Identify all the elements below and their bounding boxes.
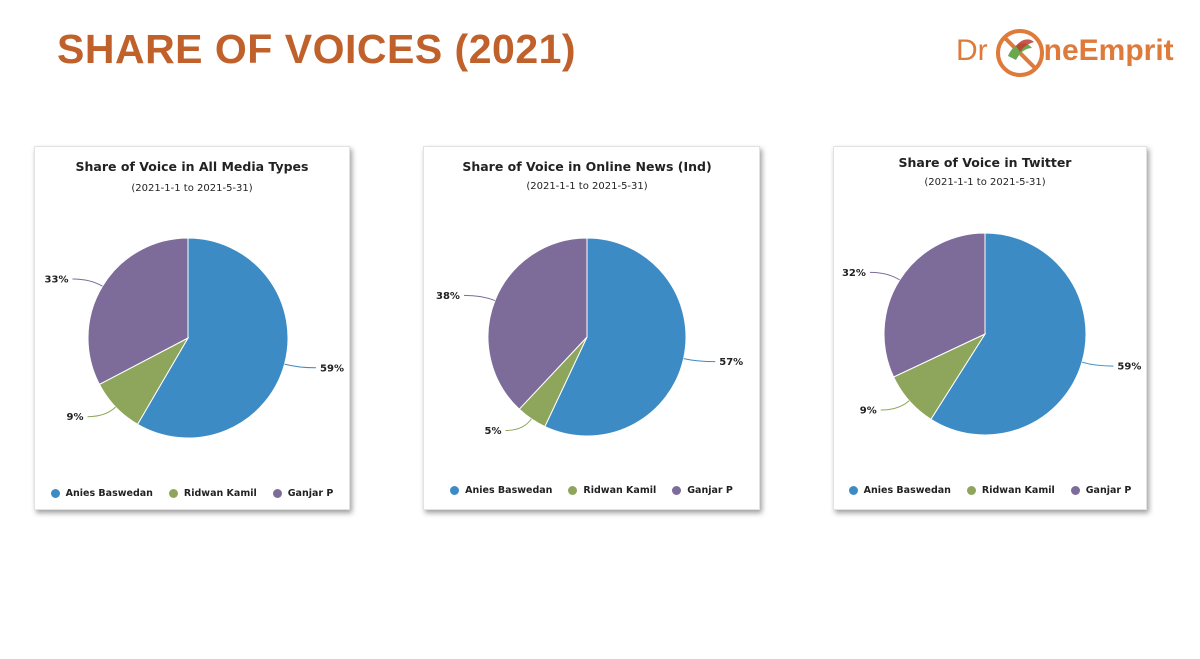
pie-chart-all-media: Share of Voice in All Media Types (2021-…	[45, 159, 344, 439]
pie-data-label: 59%	[1117, 362, 1141, 373]
chart-card-online-news: Share of Voice in Online News (Ind) (202…	[423, 146, 760, 510]
legend-label: Anies Baswedan	[65, 488, 153, 499]
pie-slice-ganjar-p[interactable]	[87, 237, 189, 386]
legend-item-ganjar[interactable]: Ganjar P	[672, 485, 733, 496]
legend-dot-ridwan	[168, 489, 178, 498]
pie-labels: 57% 5% 38%	[436, 291, 743, 437]
legend-dot-ganjar	[272, 489, 282, 498]
chart-legend: Anies Baswedan Ridwan Kamil Ganjar P	[424, 485, 759, 496]
legend-dot-ridwan	[568, 486, 578, 495]
legend-dot-ridwan	[966, 486, 976, 495]
pie-slice-anies-baswedan[interactable]	[136, 237, 289, 439]
legend-label: Ridwan Kamil	[183, 488, 257, 499]
logo-text-prefix: Dr	[956, 34, 988, 67]
pie-data-label: 5%	[484, 426, 501, 437]
pie-slice-ganjar-p[interactable]	[883, 232, 986, 378]
pie-label-connector	[463, 294, 496, 302]
chart-subtitle: (2021-1-1 to 2021-5-31)	[526, 181, 647, 192]
pie-slices	[883, 232, 1087, 436]
legend-item-anies[interactable]: Anies Baswedan	[848, 485, 951, 496]
pie-slice-anies-baswedan[interactable]	[544, 237, 687, 437]
legend-label: Anies Baswedan	[863, 485, 951, 496]
legend-dot-anies	[848, 486, 858, 495]
legend-item-ridwan[interactable]: Ridwan Kamil	[966, 485, 1055, 496]
drone-logo-icon	[996, 29, 1044, 77]
pie-label-connector	[683, 358, 716, 363]
legend-label: Ridwan Kamil	[583, 485, 657, 496]
chart-subtitle: (2021-1-1 to 2021-5-31)	[924, 177, 1045, 188]
pie-data-label: 59%	[320, 363, 344, 374]
pie-slices	[487, 237, 687, 437]
chart-title: Share of Voice in All Media Types	[76, 159, 309, 174]
legend-label: Anies Baswedan	[465, 485, 553, 496]
legend-label: Ganjar P	[687, 485, 733, 496]
drone-emprit-logo: Dr neEmprit	[956, 26, 1174, 80]
chart-legend: Anies Baswedan Ridwan Kamil Ganjar P	[834, 485, 1146, 496]
pie-label-connector	[87, 406, 117, 418]
legend-dot-ganjar	[1070, 486, 1080, 495]
legend-label: Ganjar P	[1085, 485, 1132, 496]
pie-label-connector	[505, 418, 532, 431]
chart-card-twitter: Share of Voice in Twitter (2021-1-1 to 2…	[833, 146, 1147, 510]
pie-data-label: 9%	[67, 412, 84, 423]
legend-dot-anies	[450, 486, 460, 495]
pie-data-label: 57%	[719, 357, 743, 368]
legend-item-anies[interactable]: Anies Baswedan	[50, 488, 153, 499]
pie-slice-ganjar-p[interactable]	[487, 237, 588, 410]
chart-card-all-media: Share of Voice in All Media Types (2021-…	[34, 146, 350, 510]
legend-item-ridwan[interactable]: Ridwan Kamil	[568, 485, 656, 496]
pie-label-connector	[869, 271, 900, 281]
chart-title: Share of Voice in Twitter	[899, 155, 1073, 170]
legend-item-ganjar[interactable]: Ganjar P	[272, 488, 334, 499]
pie-data-label: 38%	[436, 291, 460, 302]
pie-label-connector	[1081, 361, 1114, 367]
pie-data-label: 33%	[45, 274, 69, 285]
pie-chart-online-news: Share of Voice in Online News (Ind) (202…	[436, 159, 743, 437]
legend-item-anies[interactable]: Anies Baswedan	[450, 485, 552, 496]
pie-label-connector	[72, 278, 103, 287]
legend-label: Ganjar P	[287, 488, 334, 499]
pie-data-label: 32%	[842, 268, 866, 279]
legend-item-ridwan[interactable]: Ridwan Kamil	[168, 488, 257, 499]
logo-text-suffix: neEmprit	[1043, 34, 1174, 67]
legend-dot-anies	[50, 489, 60, 498]
pie-slices	[87, 237, 289, 439]
chart-title: Share of Voice in Online News (Ind)	[462, 159, 711, 174]
pie-data-label: 9%	[860, 406, 877, 417]
page-title: SHARE OF VOICES (2021)	[57, 26, 577, 72]
pie-labels: 59% 9% 32%	[842, 268, 1141, 417]
chart-subtitle: (2021-1-1 to 2021-5-31)	[131, 183, 252, 194]
pie-chart-twitter: Share of Voice in Twitter (2021-1-1 to 2…	[842, 155, 1141, 436]
chart-legend: Anies Baswedan Ridwan Kamil Ganjar P	[35, 488, 349, 499]
legend-item-ganjar[interactable]: Ganjar P	[1070, 485, 1132, 496]
legend-dot-ganjar	[672, 486, 682, 495]
pie-label-connector	[284, 363, 317, 369]
legend-label: Ridwan Kamil	[981, 485, 1055, 496]
pie-label-connector	[880, 400, 910, 411]
pie-slice-anies-baswedan[interactable]	[930, 232, 1087, 436]
pie-labels: 59% 9% 33%	[45, 274, 344, 423]
